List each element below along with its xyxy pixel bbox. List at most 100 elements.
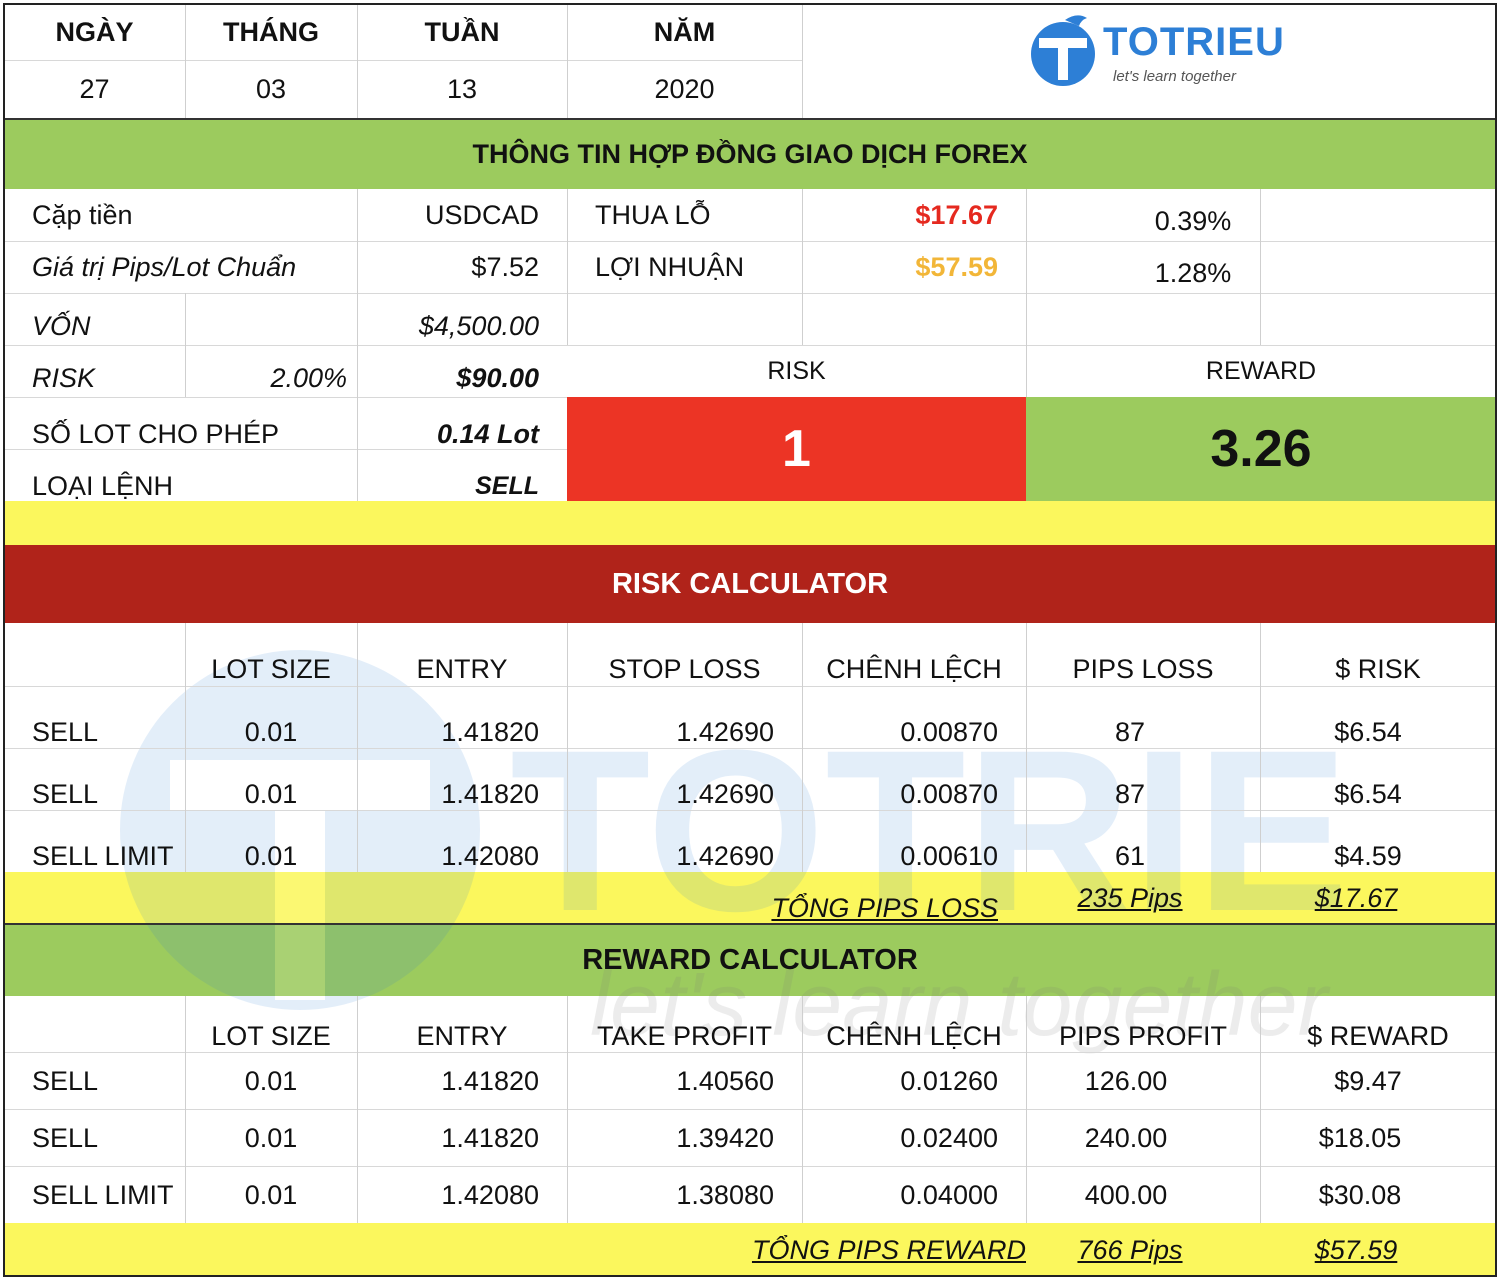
risk-amount: $90.00 <box>456 362 539 393</box>
reward-col-entry: ENTRY <box>416 1020 508 1051</box>
capital-value[interactable]: $4,500.00 <box>418 310 539 341</box>
risk-col-pips-loss: PIPS LOSS <box>1072 653 1214 684</box>
week-label: TUẦN <box>424 16 500 47</box>
reward-title-band <box>4 924 1496 996</box>
rr-risk-box <box>567 397 1026 501</box>
risk-col-lot-size: LOT SIZE <box>211 653 331 684</box>
loss-value: $17.67 <box>915 199 998 230</box>
lot-allowed-label: SỐ LOT CHO PHÉP <box>32 418 280 449</box>
order-type-value[interactable]: SELL <box>475 471 539 500</box>
pip-value-label: Giá trị Pips/Lot Chuẩn <box>32 251 297 282</box>
order-type-label: LOẠI LỆNH <box>32 470 174 501</box>
day-label: NGÀY <box>55 16 134 47</box>
rr-reward-label: REWARD <box>1205 356 1317 385</box>
risk-row-2-pips: 87 <box>1114 778 1146 809</box>
reward-row-1-type[interactable]: SELL <box>32 1065 99 1096</box>
reward-row-3-diff: 0.04000 <box>900 1179 998 1210</box>
reward-row-2-amount: $18.05 <box>1318 1122 1402 1153</box>
reward-col-lot-size: LOT SIZE <box>211 1020 331 1051</box>
risk-col-risk: $ RISK <box>1335 653 1421 684</box>
reward-row-1-tp[interactable]: 1.40560 <box>676 1065 774 1096</box>
capital-label: VỐN <box>32 310 91 341</box>
reward-row-1-diff: 0.01260 <box>900 1065 998 1096</box>
risk-total-label: TỔNG PIPS LOSS <box>771 892 998 923</box>
risk-row-2-lot[interactable]: 0.01 <box>244 778 298 809</box>
risk-row-2-type[interactable]: SELL <box>32 778 99 809</box>
risk-calculator-title: RISK CALCULATOR <box>611 567 889 600</box>
contract-title: THÔNG TIN HỢP ĐỒNG GIAO DỊCH FOREX <box>472 138 1028 169</box>
loss-percent: 0.39% <box>1154 205 1232 236</box>
summary-yellow-band <box>4 501 1496 545</box>
risk-row-1-stop[interactable]: 1.42690 <box>676 716 774 747</box>
week-value[interactable]: 13 <box>446 74 478 104</box>
risk-row-1-entry[interactable]: 1.41820 <box>441 716 539 747</box>
logo-emblem-icon <box>1031 15 1095 86</box>
rr-risk-value: 1 <box>782 420 811 478</box>
day-value[interactable]: 27 <box>79 74 110 104</box>
month-label: THÁNG <box>223 16 319 47</box>
risk-row-3-entry[interactable]: 1.42080 <box>441 840 539 871</box>
risk-row-2-diff: 0.00870 <box>900 778 998 809</box>
contract-title-band <box>4 119 1496 189</box>
reward-total-pips: 766 Pips <box>1077 1234 1183 1265</box>
risk-title-band <box>4 545 1496 623</box>
reward-row-2-entry[interactable]: 1.41820 <box>441 1122 539 1153</box>
month-value[interactable]: 03 <box>255 74 287 104</box>
reward-row-2-type[interactable]: SELL <box>32 1122 99 1153</box>
risk-percent[interactable]: 2.00% <box>270 362 347 393</box>
reward-col-reward: $ REWARD <box>1307 1020 1449 1051</box>
risk-col-stop-loss: STOP LOSS <box>608 653 761 684</box>
risk-row-3-pips: 61 <box>1114 840 1146 871</box>
reward-col-diff: CHÊNH LỆCH <box>826 1020 1002 1051</box>
reward-row-3-type[interactable]: SELL LIMIT <box>32 1179 174 1210</box>
risk-label: RISK <box>32 362 96 393</box>
rr-risk-label: RISK <box>767 356 826 385</box>
reward-row-2-diff: 0.02400 <box>900 1122 998 1153</box>
pair-label: Cặp tiền <box>32 199 133 230</box>
year-value[interactable]: 2020 <box>654 74 715 104</box>
reward-row-3-lot[interactable]: 0.01 <box>244 1179 298 1210</box>
reward-col-pips-profit: PIPS PROFIT <box>1058 1020 1228 1051</box>
rr-reward-box <box>1026 397 1496 501</box>
risk-row-3-lot[interactable]: 0.01 <box>244 840 298 871</box>
reward-row-2-lot[interactable]: 0.01 <box>244 1122 298 1153</box>
risk-row-2-entry[interactable]: 1.41820 <box>441 778 539 809</box>
reward-row-2-pips: 240.00 <box>1084 1122 1168 1153</box>
risk-row-3-amount: $4.59 <box>1334 840 1402 871</box>
risk-row-2-stop[interactable]: 1.42690 <box>676 778 774 809</box>
reward-row-1-pips: 126.00 <box>1084 1065 1168 1096</box>
risk-row-1-pips: 87 <box>1114 716 1146 747</box>
reward-row-1-entry[interactable]: 1.41820 <box>441 1065 539 1096</box>
profit-value: $57.59 <box>915 251 998 282</box>
rr-reward-value: 3.26 <box>1210 420 1312 478</box>
reward-total-band <box>4 1223 1496 1276</box>
logo-tagline: let's learn together <box>1113 68 1236 85</box>
reward-total-label: TỔNG PIPS REWARD <box>751 1234 1026 1265</box>
reward-col-take-profit: TAKE PROFIT <box>596 1020 772 1051</box>
risk-row-3-stop[interactable]: 1.42690 <box>676 840 774 871</box>
lot-allowed-value: 0.14 Lot <box>436 418 539 449</box>
risk-row-1-type[interactable]: SELL <box>32 716 99 747</box>
risk-row-1-diff: 0.00870 <box>900 716 998 747</box>
risk-total-band <box>4 872 1496 924</box>
reward-row-2-tp[interactable]: 1.39420 <box>676 1122 774 1153</box>
risk-row-1-lot[interactable]: 0.01 <box>244 716 298 747</box>
reward-row-3-entry[interactable]: 1.42080 <box>441 1179 539 1210</box>
reward-row-3-tp[interactable]: 1.38080 <box>676 1179 774 1210</box>
profit-label: LỢI NHUẬN <box>595 251 745 282</box>
pip-value[interactable]: $7.52 <box>471 251 539 282</box>
loss-label: THUA LỖ <box>595 199 711 230</box>
risk-row-3-diff: 0.00610 <box>900 840 998 871</box>
brand-logo: TOTRIEU let's learn together <box>1025 10 1284 90</box>
reward-row-1-lot[interactable]: 0.01 <box>244 1065 298 1096</box>
risk-row-1-amount: $6.54 <box>1334 716 1402 747</box>
risk-row-2-amount: $6.54 <box>1334 778 1402 809</box>
pair-value[interactable]: USDCAD <box>424 199 539 230</box>
risk-row-3-type[interactable]: SELL LIMIT <box>32 840 174 871</box>
risk-total-amount: $17.67 <box>1314 882 1398 913</box>
reward-row-3-pips: 400.00 <box>1084 1179 1168 1210</box>
profit-percent: 1.28% <box>1154 257 1232 288</box>
risk-col-diff: CHÊNH LỆCH <box>826 653 1002 684</box>
reward-row-1-amount: $9.47 <box>1334 1065 1402 1096</box>
reward-row-3-amount: $30.08 <box>1318 1179 1402 1210</box>
